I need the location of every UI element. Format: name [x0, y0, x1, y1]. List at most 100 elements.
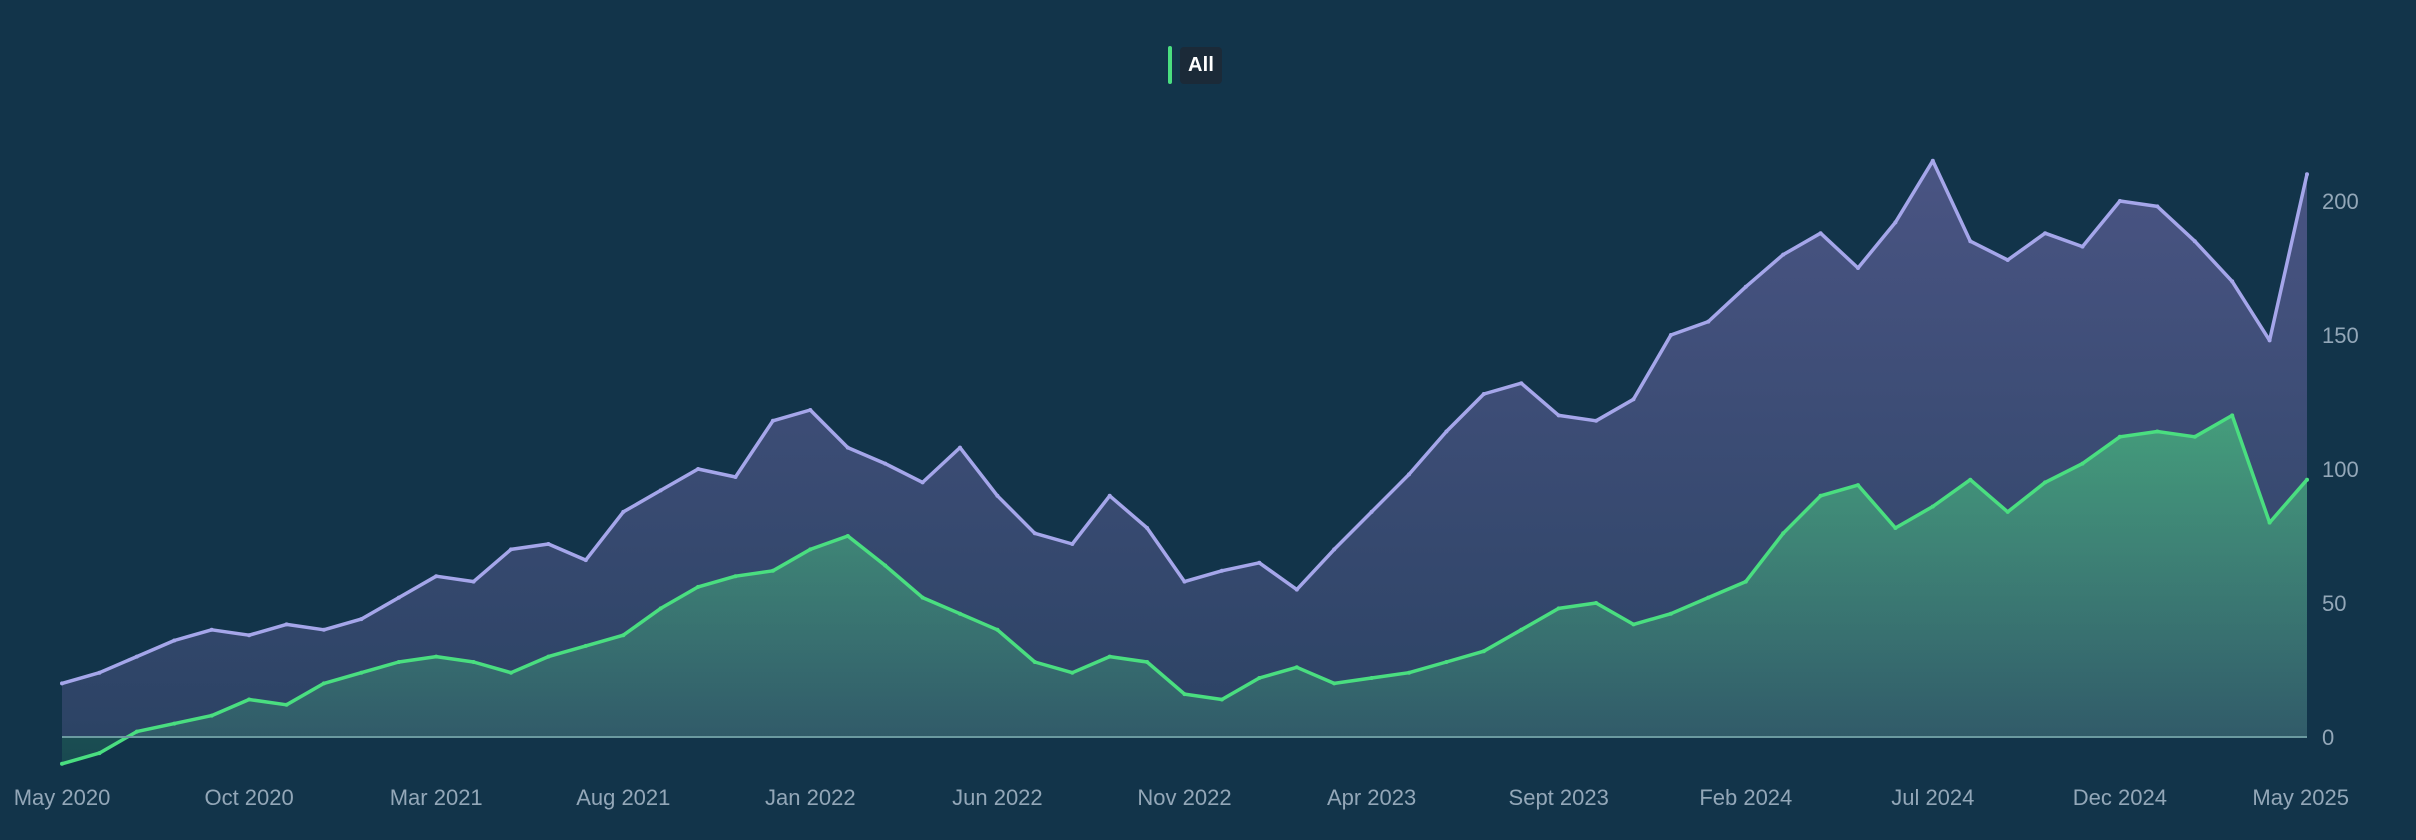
data-point-0-21[interactable] [845, 445, 850, 450]
data-point-0-57[interactable] [2192, 239, 2197, 244]
data-point-0-19[interactable] [770, 418, 775, 423]
data-point-0-11[interactable] [471, 579, 476, 584]
data-point-1-30[interactable] [1182, 692, 1187, 697]
data-point-1-8[interactable] [359, 670, 364, 675]
data-point-1-29[interactable] [1145, 660, 1150, 664]
data-point-1-39[interactable] [1519, 627, 1524, 632]
data-point-0-39[interactable] [1519, 381, 1524, 386]
data-point-0-0[interactable] [60, 681, 64, 686]
data-point-0-13[interactable] [546, 542, 551, 546]
data-point-1-20[interactable] [808, 547, 813, 552]
data-point-1-14[interactable] [583, 643, 588, 648]
data-point-0-41[interactable] [1594, 418, 1599, 423]
data-point-0-52[interactable] [2005, 258, 2010, 262]
data-point-0-4[interactable] [209, 627, 214, 632]
data-point-1-38[interactable] [1481, 649, 1486, 654]
data-point-0-47[interactable] [1818, 231, 1823, 236]
data-point-1-12[interactable] [509, 670, 513, 675]
data-point-0-34[interactable] [1332, 547, 1337, 552]
data-point-0-6[interactable] [284, 622, 289, 627]
data-point-0-38[interactable] [1481, 392, 1486, 396]
data-point-1-3[interactable] [172, 721, 177, 726]
data-point-1-22[interactable] [883, 563, 888, 568]
legend[interactable]: All [1168, 46, 1223, 84]
data-point-0-28[interactable] [1107, 493, 1112, 498]
data-point-0-31[interactable] [1219, 568, 1224, 573]
data-point-0-59[interactable] [2267, 338, 2272, 343]
data-point-1-59[interactable] [2267, 520, 2272, 525]
data-point-0-26[interactable] [1032, 531, 1037, 536]
data-point-1-2[interactable] [134, 729, 139, 734]
data-point-0-25[interactable] [995, 493, 1000, 498]
data-point-1-56[interactable] [2155, 429, 2160, 434]
data-point-1-11[interactable] [471, 660, 476, 664]
data-point-0-20[interactable] [808, 408, 813, 412]
data-point-1-28[interactable] [1107, 654, 1112, 659]
data-point-1-1[interactable] [97, 751, 102, 756]
data-point-0-40[interactable] [1556, 413, 1561, 418]
data-point-0-53[interactable] [2043, 231, 2048, 236]
data-point-0-24[interactable] [958, 445, 962, 450]
data-point-0-50[interactable] [1930, 158, 1935, 163]
data-point-0-49[interactable] [1893, 220, 1898, 225]
data-point-1-36[interactable] [1407, 670, 1411, 675]
data-point-1-34[interactable] [1332, 681, 1337, 686]
data-point-0-30[interactable] [1182, 579, 1187, 584]
data-point-1-33[interactable] [1294, 665, 1299, 670]
data-point-1-58[interactable] [2230, 413, 2235, 418]
data-point-0-14[interactable] [583, 558, 588, 563]
data-point-1-25[interactable] [995, 627, 1000, 632]
data-point-1-17[interactable] [696, 584, 701, 589]
data-point-1-57[interactable] [2192, 434, 2197, 439]
data-point-1-49[interactable] [1893, 526, 1898, 530]
data-point-0-16[interactable] [658, 488, 663, 493]
data-point-0-48[interactable] [1856, 266, 1860, 270]
data-point-1-16[interactable] [658, 606, 663, 611]
data-point-1-32[interactable] [1257, 676, 1262, 680]
data-point-0-27[interactable] [1070, 542, 1075, 546]
data-point-0-15[interactable] [621, 509, 626, 514]
data-point-0-51[interactable] [1968, 239, 1973, 244]
data-point-1-44[interactable] [1706, 595, 1711, 600]
data-point-0-23[interactable] [920, 480, 925, 485]
data-point-0-32[interactable] [1257, 560, 1262, 565]
data-point-1-55[interactable] [2117, 434, 2122, 439]
data-point-0-42[interactable] [1631, 397, 1636, 402]
data-point-0-1[interactable] [97, 670, 102, 675]
data-point-0-54[interactable] [2080, 244, 2085, 249]
data-point-0-36[interactable] [1407, 472, 1411, 477]
data-point-1-19[interactable] [770, 568, 775, 573]
data-point-1-45[interactable] [1743, 579, 1748, 584]
data-point-0-33[interactable] [1294, 587, 1299, 592]
data-point-0-12[interactable] [509, 547, 513, 552]
data-point-1-37[interactable] [1444, 660, 1449, 664]
data-point-1-4[interactable] [209, 713, 214, 718]
data-point-0-43[interactable] [1668, 333, 1673, 337]
data-point-1-51[interactable] [1968, 477, 1973, 482]
data-point-0-45[interactable] [1743, 284, 1748, 289]
data-point-1-7[interactable] [321, 681, 326, 686]
data-point-1-18[interactable] [733, 574, 738, 579]
data-point-0-44[interactable] [1706, 319, 1711, 324]
data-point-0-22[interactable] [883, 461, 888, 466]
data-point-1-40[interactable] [1556, 606, 1561, 611]
data-point-0-56[interactable] [2155, 204, 2160, 209]
data-point-1-35[interactable] [1369, 676, 1374, 680]
data-point-1-15[interactable] [621, 633, 626, 638]
legend-label[interactable]: All [1180, 46, 1223, 84]
data-point-0-17[interactable] [696, 467, 701, 471]
data-point-1-21[interactable] [845, 534, 850, 538]
data-point-1-23[interactable] [920, 595, 925, 600]
data-point-1-54[interactable] [2080, 461, 2085, 466]
data-point-1-53[interactable] [2043, 480, 2048, 485]
data-point-1-10[interactable] [434, 654, 439, 659]
data-point-1-9[interactable] [396, 660, 401, 664]
data-point-0-37[interactable] [1444, 429, 1449, 434]
data-point-1-47[interactable] [1818, 493, 1823, 498]
data-point-0-18[interactable] [733, 475, 738, 479]
data-point-1-13[interactable] [546, 654, 551, 659]
data-point-1-5[interactable] [247, 697, 252, 702]
data-point-1-50[interactable] [1930, 504, 1935, 509]
data-point-1-42[interactable] [1631, 622, 1636, 627]
data-point-0-46[interactable] [1781, 252, 1786, 257]
